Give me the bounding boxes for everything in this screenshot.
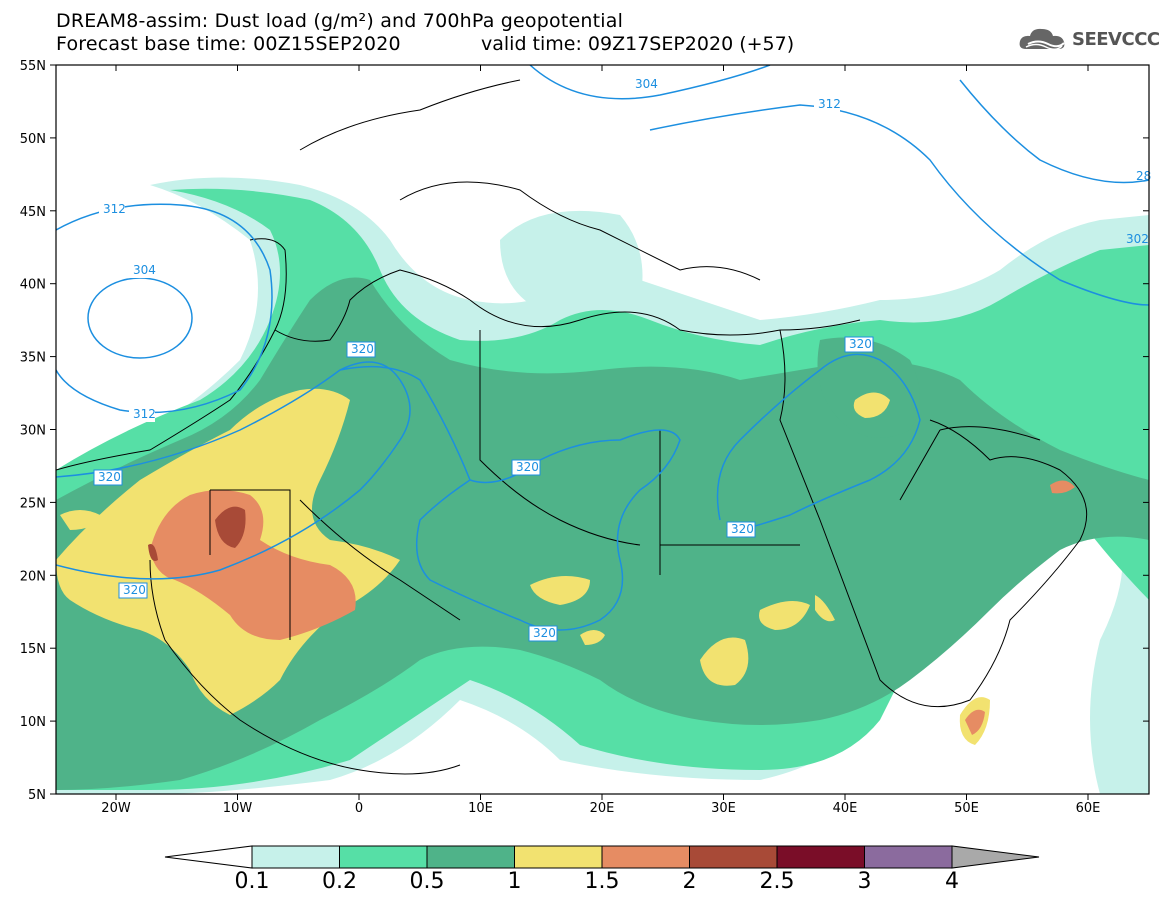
lat-tick-label: 25N: [20, 496, 46, 511]
lat-tick-label: 15N: [20, 642, 46, 657]
lon-tick-label: 10W: [223, 801, 253, 816]
colorbar-label: 4: [945, 869, 959, 894]
lat-tick-label: 10N: [20, 715, 46, 730]
lat-tick-label: 5N: [28, 788, 46, 803]
contour-label: 312: [103, 202, 126, 216]
colorbar-segment: [864, 845, 953, 869]
contour-label: 320: [849, 337, 872, 351]
lon-tick-label: 40E: [833, 801, 858, 816]
colorbar-label: 0.5: [410, 869, 445, 894]
lon-tick-label: 10E: [468, 801, 493, 816]
geopotential-contours: [56, 65, 1149, 631]
contour-label: 320: [533, 626, 556, 640]
lon-tick-label: 30E: [711, 801, 736, 816]
map-title: DREAM8-assim: Dust load (g/m²) and 700hP…: [56, 10, 624, 32]
colorbar-segment: [689, 845, 778, 869]
dust-level-1.5: [150, 490, 356, 640]
colorbar-segment: [514, 845, 603, 869]
colorbar-label: 3: [858, 869, 872, 894]
coastlines: [56, 79, 1088, 775]
colorbar-label: 2.5: [760, 869, 795, 894]
contour-label: 320: [98, 470, 121, 484]
contour-label: 304: [133, 263, 156, 277]
valid-time: valid time: 09Z17SEP2020 (+57): [481, 33, 795, 55]
colorbar-max-arrow: [951, 845, 1040, 869]
colorbar-segment: [776, 845, 865, 869]
forecast-base-time: Forecast base time: 00Z15SEP2020: [56, 33, 401, 55]
contour-label: 320: [351, 342, 374, 356]
lat-tick-label: 40N: [20, 278, 46, 293]
lon-tick-label: 50E: [954, 801, 979, 816]
colorbar-segment: [339, 845, 428, 869]
contour-label: 320: [516, 460, 539, 474]
lat-tick-label: 20N: [20, 569, 46, 584]
lat-tick-label: 45N: [20, 205, 46, 220]
lat-tick-label: 35N: [20, 351, 46, 366]
colorbar-label: 1: [508, 869, 522, 894]
lon-tick-label: 60E: [1076, 801, 1101, 816]
dust-level-2: [215, 506, 246, 548]
logo-text: SEEVCCC: [1072, 28, 1160, 50]
contour-labels: 304 312 312 304 312 320 320 320 320 320 …: [93, 77, 1151, 642]
cloud-icon: [1019, 28, 1065, 50]
lat-tick-label: 55N: [20, 59, 46, 74]
contour-label: 320: [731, 522, 754, 536]
lon-tick-label: 20W: [101, 801, 131, 816]
colorbar-segment: [426, 845, 515, 869]
lon-tick-label: 0: [355, 801, 363, 816]
lat-tick-label: 50N: [20, 132, 46, 147]
colorbar-segment: [601, 845, 690, 869]
logo: SEEVCCC: [1018, 25, 1160, 53]
latitude-axis: 55N 50N 45N 40N 35N 30N 25N 20N 15N 10N 5N: [20, 59, 1149, 803]
contour-label: 302: [1126, 232, 1149, 246]
colorbar-min-arrow: [164, 845, 253, 869]
colorbar-label: 2: [683, 869, 697, 894]
colorbar-label: 0.2: [322, 869, 357, 894]
lon-tick-label: 20E: [590, 801, 615, 816]
contour-label: 320: [123, 583, 146, 597]
contour-label: 312: [818, 97, 841, 111]
colorbar-label: 0.1: [235, 869, 270, 894]
longitude-axis: 20W 10W 0 10E 20E 30E 40E 50E 60E: [101, 65, 1100, 816]
colorbar-segment: [251, 845, 340, 869]
colorbar-label: 1.5: [585, 869, 620, 894]
lat-tick-label: 30N: [20, 424, 46, 439]
colorbar: 0.1 0.2 0.5 1 1.5 2 2.5 3 4: [164, 845, 1040, 894]
dust-fields: [56, 65, 1149, 794]
contour-label: 304: [635, 77, 658, 91]
contour-label: 312: [133, 407, 156, 421]
contour-label: 28: [1136, 169, 1151, 183]
